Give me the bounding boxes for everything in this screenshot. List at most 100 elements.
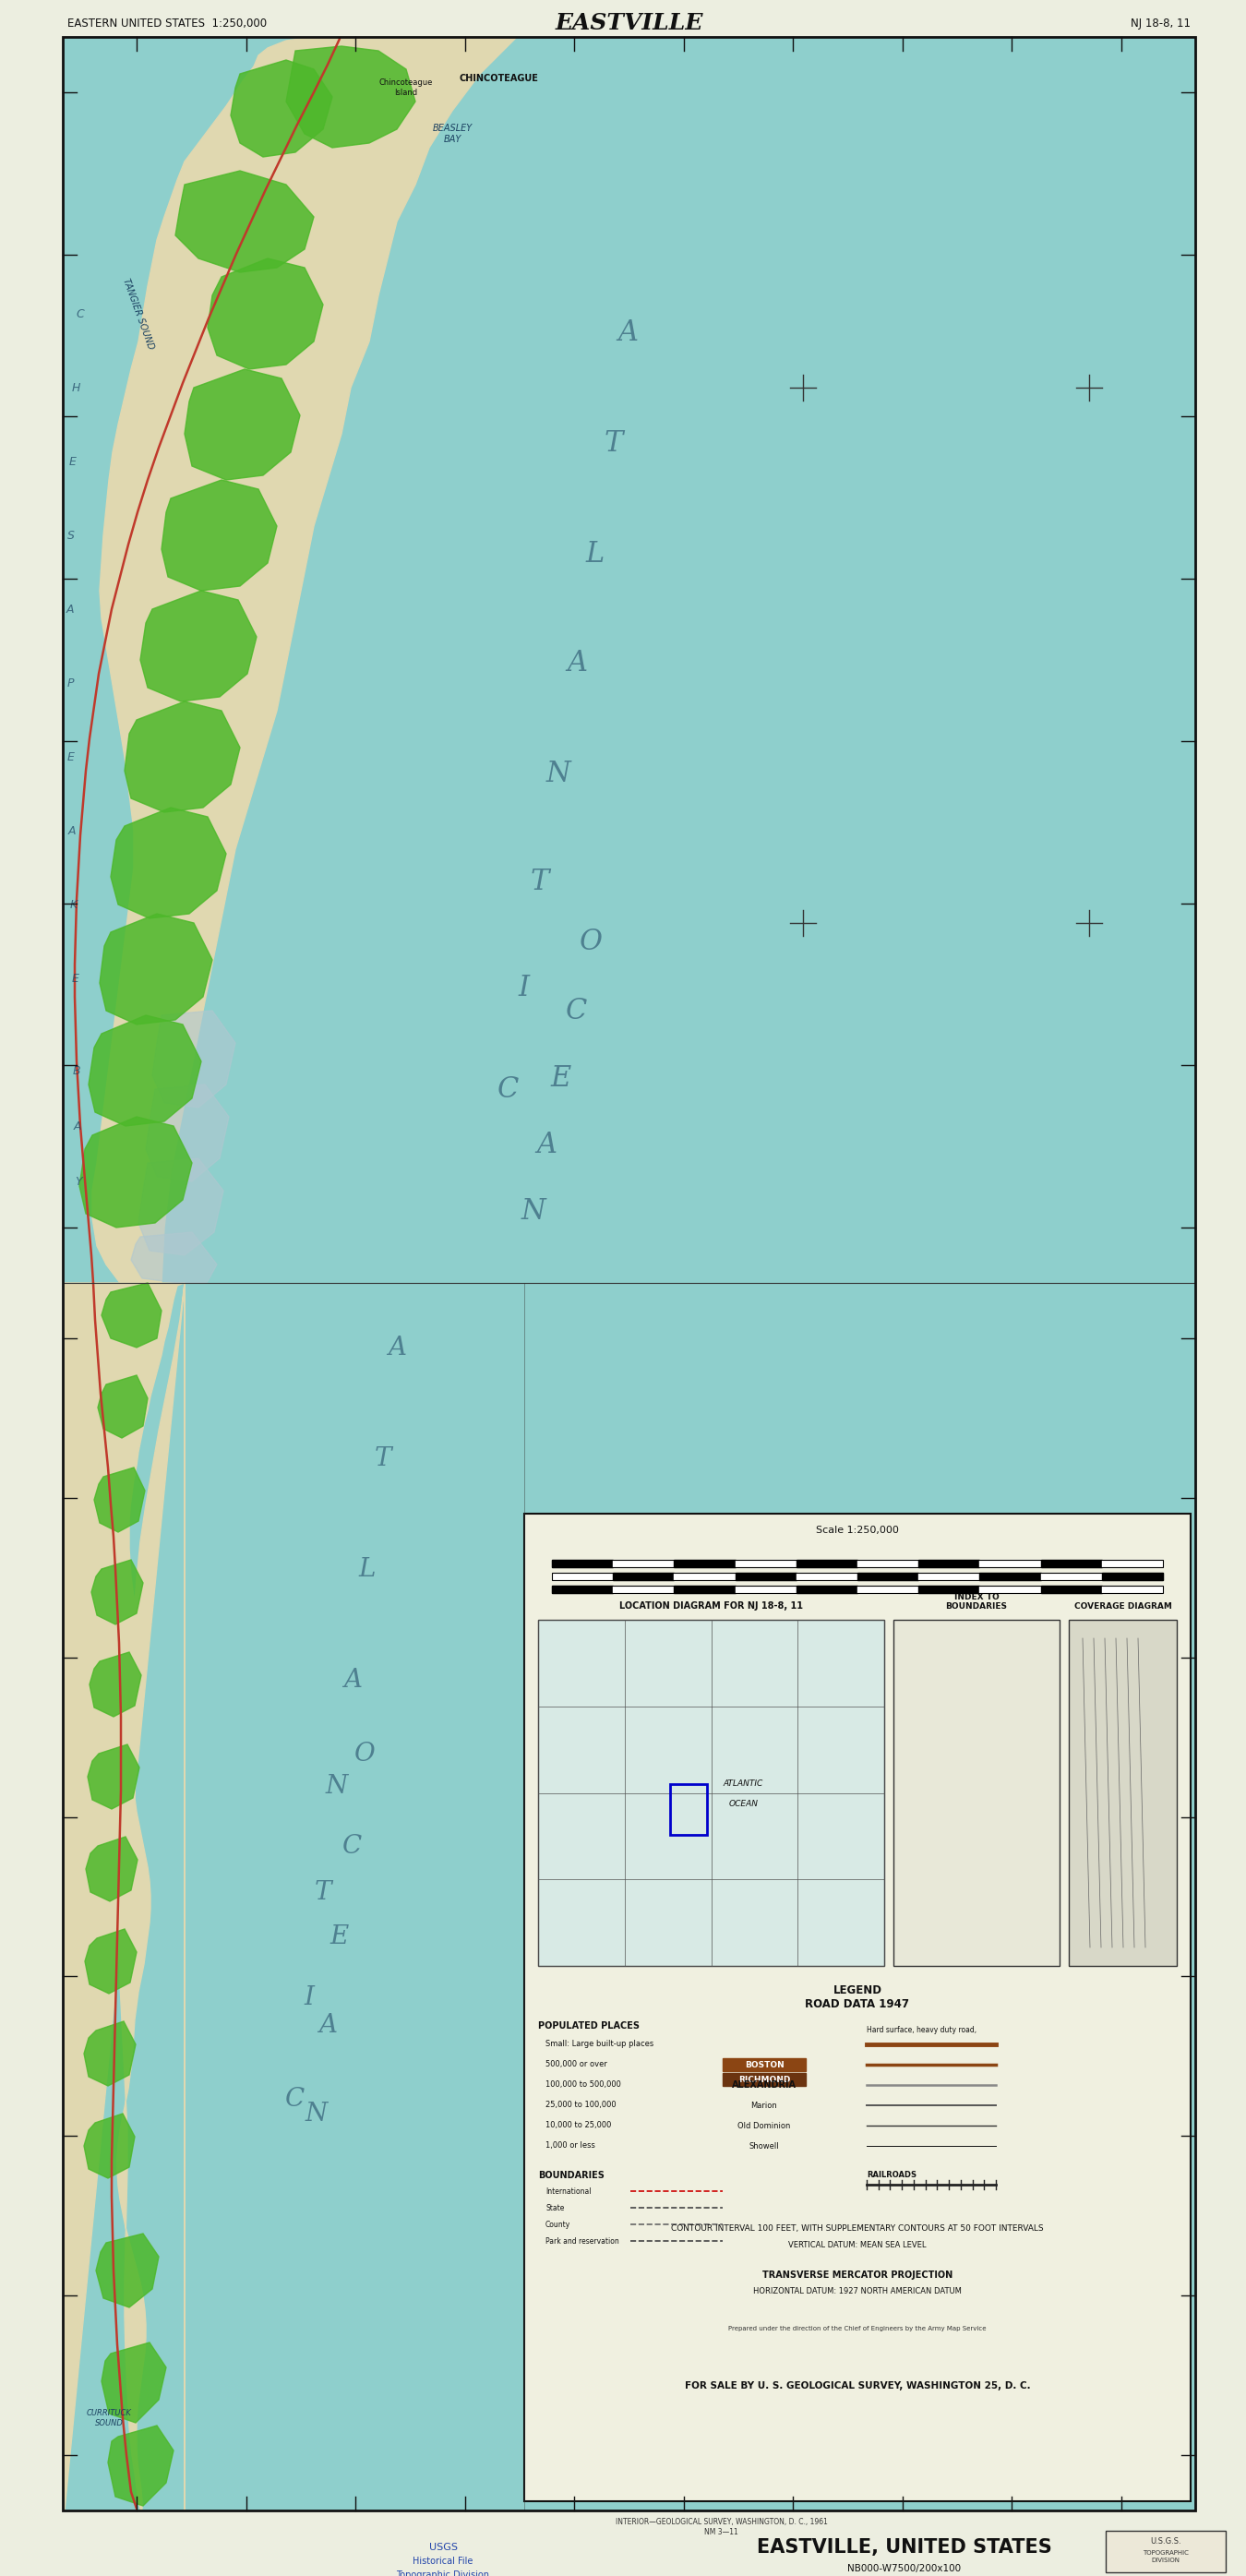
Text: 10,000 to 25,000: 10,000 to 25,000: [546, 2120, 612, 2130]
Text: POPULATED PLACES: POPULATED PLACES: [538, 2022, 639, 2030]
Polygon shape: [100, 914, 212, 1025]
Bar: [552, 1561, 1163, 1566]
Text: Chincoteague
Island: Chincoteague Island: [379, 80, 434, 98]
Bar: [857, 1587, 918, 1592]
Polygon shape: [287, 46, 415, 147]
Polygon shape: [91, 1561, 143, 1625]
Text: K: K: [70, 899, 77, 909]
Polygon shape: [83, 2022, 136, 2087]
Text: RAILROADS: RAILROADS: [867, 2172, 917, 2179]
Text: COVERAGE DIAGRAM: COVERAGE DIAGRAM: [1074, 1602, 1171, 1610]
Polygon shape: [80, 1118, 192, 1229]
Text: OCEAN: OCEAN: [729, 1801, 759, 1808]
Text: A: A: [319, 2014, 336, 2038]
Text: A: A: [536, 1131, 557, 1159]
Text: E: E: [67, 750, 75, 762]
Polygon shape: [85, 1929, 137, 1994]
Text: Small: Large built-up places: Small: Large built-up places: [546, 2040, 654, 2048]
Text: A: A: [66, 603, 74, 616]
Bar: [1040, 1574, 1101, 1579]
Polygon shape: [83, 2112, 135, 2179]
Bar: [552, 1574, 1163, 1579]
Text: INTERIOR—GEOLOGICAL SURVEY, WASHINGTON, D. C., 1961: INTERIOR—GEOLOGICAL SURVEY, WASHINGTON, …: [616, 2519, 827, 2527]
Text: FOR SALE BY U. S. GEOLOGICAL SURVEY, WASHINGTON 25, D. C.: FOR SALE BY U. S. GEOLOGICAL SURVEY, WAS…: [684, 2380, 1030, 2391]
Polygon shape: [176, 170, 314, 273]
Text: TANGIER SOUND: TANGIER SOUND: [121, 278, 156, 350]
Text: Hard surface, heavy duty road,: Hard surface, heavy duty road,: [867, 2025, 977, 2035]
Polygon shape: [152, 1010, 235, 1108]
Text: RICHMOND: RICHMOND: [738, 2076, 790, 2084]
Bar: [1040, 1587, 1101, 1592]
Text: N: N: [546, 760, 571, 788]
Text: N: N: [325, 1772, 348, 1798]
Bar: [669, 1783, 706, 1834]
Text: CHINCOTEAGUE: CHINCOTEAGUE: [459, 75, 538, 82]
Polygon shape: [146, 1084, 229, 1182]
Text: L: L: [586, 538, 604, 569]
Text: EASTVILLE, UNITED STATES: EASTVILLE, UNITED STATES: [756, 2537, 1052, 2555]
Text: E: E: [330, 1924, 349, 1950]
Polygon shape: [162, 479, 277, 590]
Text: Marion: Marion: [751, 2102, 778, 2110]
Polygon shape: [231, 59, 333, 157]
Text: International: International: [546, 2187, 591, 2195]
Bar: [735, 1561, 796, 1566]
Text: INDEX TO
BOUNDARIES: INDEX TO BOUNDARIES: [946, 1592, 1008, 1610]
Bar: [979, 1561, 1040, 1566]
Polygon shape: [96, 2233, 158, 2308]
Polygon shape: [92, 36, 517, 1283]
Bar: [723, 2058, 806, 2071]
Text: L: L: [359, 1556, 376, 1582]
Polygon shape: [86, 1837, 137, 1901]
Text: NB000-W7500/200x100: NB000-W7500/200x100: [847, 2563, 962, 2573]
Text: E: E: [551, 1064, 572, 1092]
Text: Old Dominion: Old Dominion: [738, 2123, 791, 2130]
Polygon shape: [87, 1744, 140, 1808]
Polygon shape: [111, 809, 226, 920]
Text: A: A: [618, 317, 638, 348]
Text: Scale 1:250,000: Scale 1:250,000: [816, 1525, 898, 1535]
Text: I: I: [518, 974, 528, 1002]
Polygon shape: [95, 1468, 145, 1533]
Text: O: O: [354, 1741, 375, 1767]
Text: LEGEND
ROAD DATA 1947: LEGEND ROAD DATA 1947: [805, 1984, 910, 2009]
Polygon shape: [108, 2427, 173, 2506]
Text: T: T: [314, 1880, 331, 1904]
Text: EASTERN UNITED STATES  1:250,000: EASTERN UNITED STATES 1:250,000: [67, 18, 267, 28]
Text: NM 3—11: NM 3—11: [704, 2527, 738, 2535]
Bar: [1069, 1620, 1176, 1965]
Bar: [552, 1587, 613, 1592]
Bar: [979, 1574, 1040, 1579]
Polygon shape: [125, 701, 240, 811]
Bar: [525, 1515, 1191, 2501]
Text: Y: Y: [75, 1175, 82, 1188]
Polygon shape: [88, 1015, 201, 1126]
Text: T: T: [604, 428, 623, 459]
Text: ATLANTIC: ATLANTIC: [724, 1780, 764, 1788]
Text: A: A: [69, 824, 76, 837]
Bar: [552, 1587, 1163, 1592]
Text: LOCATION DIAGRAM FOR NJ 18-8, 11: LOCATION DIAGRAM FOR NJ 18-8, 11: [619, 1602, 802, 1610]
Text: H: H: [71, 381, 80, 394]
Bar: [723, 2074, 806, 2087]
Bar: [979, 1587, 1040, 1592]
Text: BEASLEY
BAY: BEASLEY BAY: [432, 124, 472, 144]
Text: State: State: [546, 2205, 564, 2213]
Text: I: I: [304, 1986, 314, 2012]
Text: O: O: [579, 927, 602, 956]
Bar: [1101, 1587, 1163, 1592]
Text: A: A: [74, 1121, 81, 1131]
Text: 1,000 or less: 1,000 or less: [546, 2141, 596, 2148]
Bar: [796, 1587, 857, 1592]
Text: T: T: [375, 1445, 391, 1471]
Bar: [613, 1587, 674, 1592]
Polygon shape: [101, 2342, 166, 2424]
Text: C: C: [76, 307, 85, 319]
Polygon shape: [138, 1159, 223, 1255]
Bar: [1101, 1574, 1163, 1579]
Text: P: P: [67, 677, 74, 688]
Polygon shape: [65, 1283, 184, 2512]
Text: BOSTON: BOSTON: [744, 2061, 784, 2069]
Bar: [893, 1620, 1059, 1965]
Polygon shape: [208, 258, 323, 368]
